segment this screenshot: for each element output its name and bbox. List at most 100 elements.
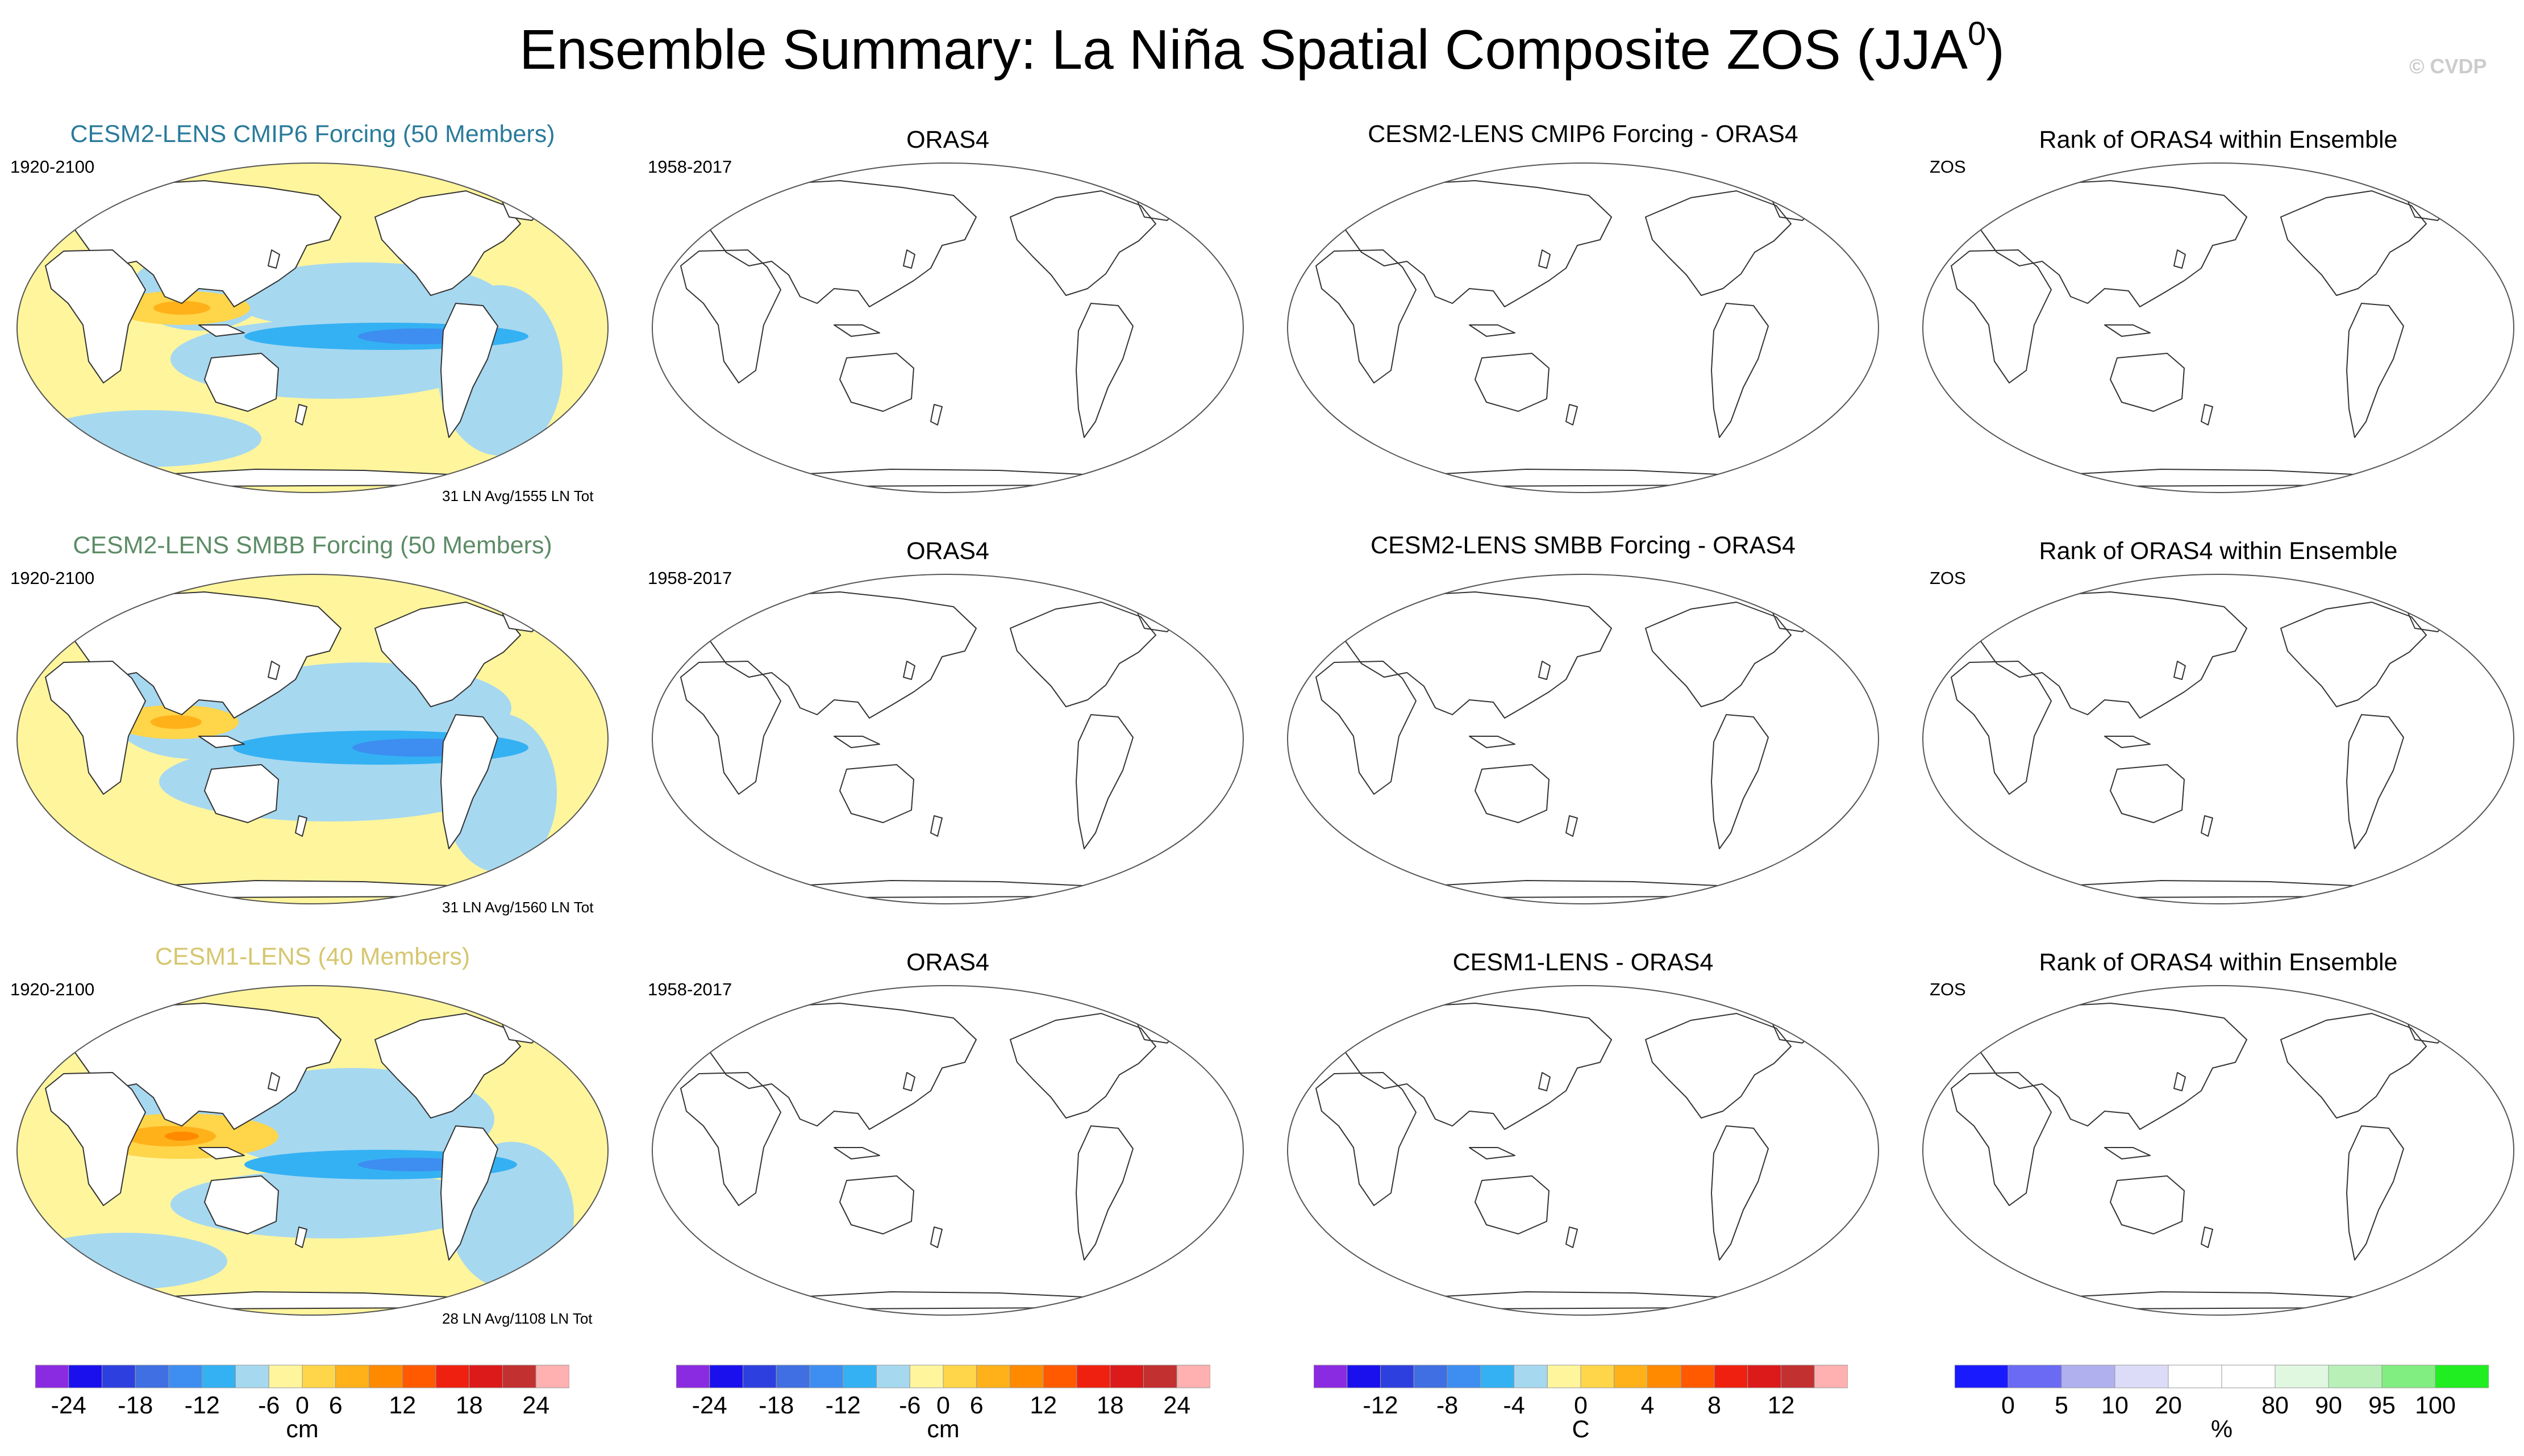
ocean-empty [1288,574,1879,904]
map-border [16,162,609,493]
colorbar-tick-label: -8 [1436,1392,1459,1419]
colorbar-tick-label: -6 [899,1392,921,1419]
coastline-nz [2201,404,2213,425]
rank-map-row2-svg [1922,574,2514,904]
colorbar-tick-label: 24 [1163,1392,1191,1419]
colorbar-swatch [1480,1365,1514,1388]
ocean-empty [652,986,1243,1315]
coastline-namerica [2280,190,2427,296]
legend-obs: -24 -18 -12 -6 0 6 12 18 24 cm [676,1365,1210,1450]
colorbar-tick-label: -24 [51,1392,86,1419]
rank-map-row1 [1917,155,2519,501]
rank-title-row3: Rank of ORAS4 within Ensemble [2039,949,2398,976]
coastline-australia [839,1175,914,1234]
colorbar-swatch [1647,1365,1681,1388]
map-border [1922,985,2514,1316]
coastline-nz [1565,404,1578,425]
ocean-empty [1288,986,1879,1315]
colorbar [1314,1365,1848,1388]
coastline-samerica [1711,1125,1769,1261]
coastline-namerica [2280,1013,2427,1119]
colorbar-swatch [1747,1365,1781,1388]
coastline-africa [1951,249,2052,383]
coastline-indonesia [1469,324,1515,337]
coastline-namerica [1645,1013,1792,1119]
land-indonesia [198,324,245,337]
colorbar-swatch [302,1365,336,1388]
diff-map-row3 [1282,977,1884,1324]
rank-title-row2: Rank of ORAS4 within Ensemble [2039,537,2398,565]
coastline-asia [709,591,977,719]
coastline-australia [1475,764,1550,823]
colorbar-tick-label: 6 [969,1392,984,1419]
main-title: Ensemble Summary: La Niña Spatial Compos… [519,15,2005,81]
coastline-asia [1344,180,1612,307]
legend-rank: 0 5 10 20 80 90 95 100% [1955,1365,2489,1450]
ens-count-row3: 28 LN Avg/1108 LN Tot [442,1310,593,1327]
coastline-africa [1951,1072,2052,1206]
colorbar-tick-label: 8 [1707,1392,1721,1419]
coastline-samerica [1711,714,1769,849]
colorbar-swatch [1580,1365,1615,1388]
colorbar-tick-label: -18 [118,1392,153,1419]
obs-map-row2-svg [652,574,1244,904]
colorbar-swatch [435,1365,470,1388]
coastline-nz [930,815,943,837]
coastline-japan [1538,249,1551,269]
land-samerica [440,714,498,849]
coastline-indonesia [2104,1147,2151,1159]
land-nz [295,1226,307,1248]
ocean-empty [1923,574,2514,904]
land-japan [268,249,280,269]
coastline-asia [1979,591,2247,719]
colorbar-swatch [369,1365,403,1388]
obs-title-row2: ORAS4 [906,537,989,565]
colorbar-swatch [1076,1365,1111,1388]
ens-map-row3-svg [16,985,609,1316]
map-border [1922,574,2514,904]
ens-count-row2: 31 LN Avg/1560 LN Tot [442,899,594,916]
coastline-japan [903,1072,915,1091]
coastline-nz [1565,815,1578,837]
coastline-namerica [1010,190,1156,296]
obs-map-row2 [647,566,1249,912]
diff-map-row2 [1282,566,1884,912]
anomaly-contour [151,715,202,729]
colorbar-swatch [1176,1365,1210,1388]
map-border [1287,574,1879,904]
colorbar-units: cm [286,1416,319,1443]
land-samerica [440,1125,498,1261]
coastline-australia [1475,1175,1550,1234]
rank-map-row1-svg [1922,162,2514,493]
coastline-asia [1979,1003,2247,1130]
colorbar-tick-label: 4 [1640,1392,1655,1419]
coastline-indonesia [834,324,880,337]
colorbar [1955,1365,2489,1388]
coastline-japan [2173,1072,2186,1091]
ens-map-row3 [11,977,614,1324]
rank-var-row1: ZOS [1930,157,1966,177]
land-namerica [374,1013,521,1119]
coastline-asia [709,180,977,307]
rank-title-row1: Rank of ORAS4 within Ensemble [2039,126,2398,153]
coastline-namerica [1010,602,1156,707]
rank-map-row3-svg [1922,985,2514,1316]
coastline-nz [930,404,943,425]
colorbar-swatch [535,1365,569,1388]
colorbar-swatch [2275,1365,2329,1388]
colorbar-tick-label: 12 [1767,1392,1795,1419]
colorbar-swatch [135,1365,169,1388]
diff-title-row2: CESM2-LENS SMBB Forcing - ORAS4 [1371,532,1796,559]
colorbar-swatch [943,1365,977,1388]
colorbar-swatch [1714,1365,1748,1388]
colorbar-swatch [1680,1365,1715,1388]
coastline-indonesia [1469,736,1515,748]
legend-diff: -12 -8 -4 0 4 8 12 C [1314,1365,1848,1450]
colorbar-swatch [268,1365,303,1388]
diff-map-row1 [1282,155,1884,501]
coastline-australia [2110,353,2185,412]
coastline-australia [839,764,914,823]
ens-count-row1: 31 LN Avg/1555 LN Tot [442,487,594,504]
colorbar-swatch [2114,1365,2169,1388]
coastline-japan [1538,1072,1551,1091]
